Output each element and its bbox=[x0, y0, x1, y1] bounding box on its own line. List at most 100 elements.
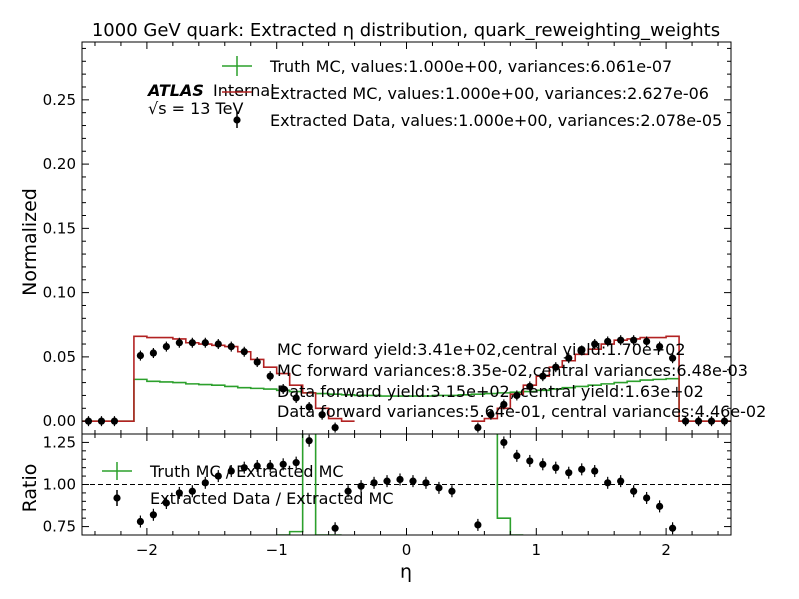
ratio-point bbox=[552, 464, 560, 472]
ratio-point bbox=[630, 487, 638, 495]
ratio-point bbox=[591, 467, 599, 475]
ratio-point bbox=[149, 511, 157, 519]
data-point bbox=[149, 349, 157, 357]
data-point bbox=[500, 400, 508, 409]
bottom-panel: −2 −1 0 1 2 0.75 1.00 1.25 Ratio η Truth MC / E… bbox=[19, 433, 732, 583]
data-point bbox=[162, 343, 170, 351]
ratio-point bbox=[253, 462, 261, 470]
y-tick-label: 0.10 bbox=[43, 284, 76, 302]
atlas-label: ATLAS Internal √s = 13 TeV bbox=[146, 81, 275, 118]
ratio-point bbox=[604, 479, 612, 487]
data-point bbox=[474, 423, 482, 432]
annotation-mc-yield: MC forward yield:3.41e+02,central yield:… bbox=[277, 340, 686, 359]
data-point bbox=[214, 340, 222, 348]
bottom-axes: −2 −1 0 1 2 0.75 1.00 1.25 bbox=[43, 433, 731, 559]
x-tick-label: 0 bbox=[402, 541, 412, 559]
ratio-point bbox=[188, 487, 196, 495]
data-point bbox=[318, 411, 326, 419]
data-point bbox=[681, 417, 690, 425]
annotation-data-yield: Data forward yield:3.15e+02, central yie… bbox=[277, 382, 704, 401]
data-point bbox=[253, 358, 261, 366]
annotation-mc-variances: MC forward variances:8.35e-02,central va… bbox=[277, 361, 748, 380]
ratio-point bbox=[422, 479, 430, 487]
ratio-point bbox=[668, 524, 677, 532]
data-point bbox=[578, 346, 586, 355]
legend-ratio-data: Extracted Data / Extracted MC bbox=[150, 489, 394, 508]
annotation-data-variances: Data forward variances:5.64e-01, central… bbox=[277, 402, 766, 421]
y-tick-label: 0.15 bbox=[43, 219, 76, 237]
ratio-point bbox=[292, 459, 300, 467]
ratio-point bbox=[240, 464, 248, 472]
ratio-point bbox=[565, 469, 573, 477]
legend-ratio-data-marker bbox=[113, 494, 121, 502]
data-point bbox=[331, 423, 339, 432]
top-panel: 0.00 0.05 0.10 0.15 0.20 0.25 Normalized ATLA… bbox=[19, 41, 766, 435]
data-point bbox=[656, 343, 664, 351]
legend-extracted-data-marker bbox=[233, 116, 241, 124]
data-point bbox=[266, 372, 274, 380]
data-point bbox=[630, 336, 638, 344]
data-point bbox=[227, 343, 235, 351]
bottom-ylabel: Ratio bbox=[19, 464, 41, 513]
x-tick-label: −2 bbox=[136, 541, 158, 559]
top-axes: 0.00 0.05 0.10 0.15 0.20 0.25 bbox=[43, 42, 731, 434]
yield-annotations: MC forward yield:3.41e+02,central yield:… bbox=[277, 340, 766, 421]
ratio-point bbox=[370, 479, 378, 487]
data-point bbox=[668, 354, 677, 362]
ratio-y-tick-label: 0.75 bbox=[43, 518, 76, 536]
ratio-point bbox=[214, 472, 222, 480]
ratio-point bbox=[357, 482, 365, 490]
ratio-point bbox=[344, 487, 352, 495]
x-tick-label: −1 bbox=[266, 541, 288, 559]
ratio-point bbox=[175, 489, 183, 497]
data-point bbox=[513, 391, 521, 400]
data-point bbox=[175, 339, 183, 347]
ratio-y-tick-label: 1.00 bbox=[43, 476, 76, 494]
data-point bbox=[188, 339, 196, 347]
top-plot-area bbox=[82, 335, 731, 433]
data-point bbox=[604, 337, 612, 346]
atlas-text: ATLAS bbox=[146, 81, 204, 100]
ratio-point bbox=[643, 494, 651, 502]
y-tick-label: 0.05 bbox=[43, 348, 76, 366]
ratio-point bbox=[513, 452, 521, 460]
data-point bbox=[707, 417, 716, 425]
data-point bbox=[617, 336, 625, 344]
x-axis-label: η bbox=[400, 561, 412, 583]
legend-ratio-truth: Truth MC / Extracted MC bbox=[149, 462, 344, 481]
top-ylabel: Normalized bbox=[19, 188, 41, 296]
truth-mc-histogram bbox=[82, 377, 731, 422]
data-point bbox=[305, 403, 313, 411]
ratio-point bbox=[474, 521, 482, 529]
ratio-y-tick-label: 1.25 bbox=[43, 433, 76, 451]
legend-extracted-data: Extracted Data, values:1.000e+00, varian… bbox=[270, 111, 722, 130]
ratio-point bbox=[396, 475, 404, 484]
data-point bbox=[591, 340, 599, 348]
ratio-point bbox=[578, 465, 586, 473]
ratio-point bbox=[227, 467, 235, 475]
atlas-internal-text: Internal bbox=[213, 81, 275, 100]
ratio-point bbox=[279, 460, 287, 468]
ratio-point bbox=[305, 437, 313, 445]
ratio-point bbox=[162, 499, 170, 507]
data-point bbox=[279, 385, 287, 393]
top-legend: Truth MC, values:1.000e+00, variances:6.… bbox=[222, 56, 722, 130]
ratio-point bbox=[435, 484, 443, 492]
data-point bbox=[97, 417, 106, 425]
data-point bbox=[292, 394, 300, 402]
ratio-point bbox=[617, 477, 625, 485]
x-tick-label: 2 bbox=[661, 541, 671, 559]
y-tick-label: 0.20 bbox=[43, 155, 76, 173]
truth-ratio-histogram bbox=[276, 434, 524, 535]
data-point bbox=[694, 417, 703, 425]
ratio-point bbox=[383, 477, 391, 485]
data-point bbox=[110, 417, 119, 425]
chart-title: 1000 GeV quark: Extracted η distribution… bbox=[92, 20, 720, 41]
ratio-point bbox=[136, 517, 145, 526]
y-tick-label: 0.00 bbox=[43, 412, 76, 430]
data-point bbox=[487, 411, 495, 419]
energy-label: √s = 13 TeV bbox=[148, 99, 243, 118]
ratio-point bbox=[201, 479, 209, 487]
ratio-point bbox=[526, 457, 534, 465]
bottom-legend: Truth MC / Extracted MC Extracted Data /… bbox=[102, 462, 394, 508]
